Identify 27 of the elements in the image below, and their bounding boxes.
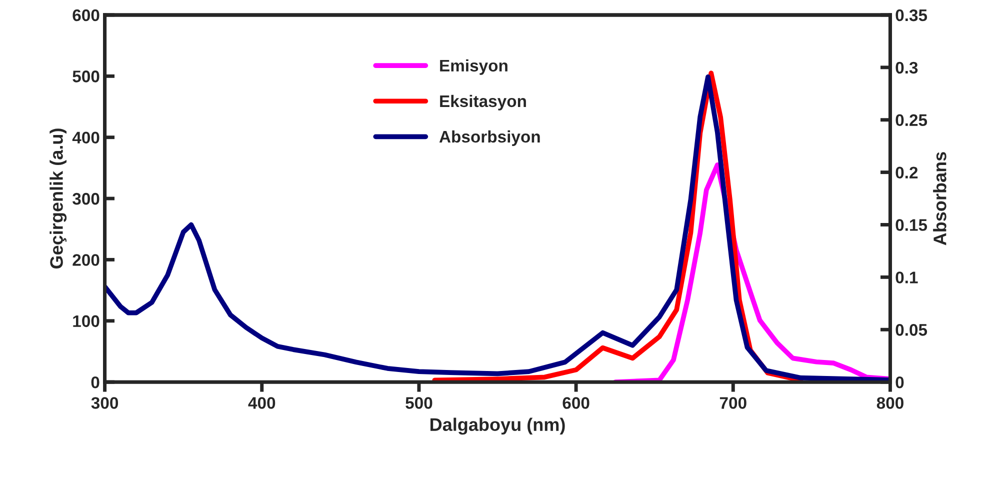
y2-tick-label: 0.35 [896,9,928,22]
y-tick-label: 0 [91,376,100,388]
y-tick-label: 600 [72,9,100,22]
x-axis-title: Dalgaboyu (nm) [430,418,565,435]
y-tick-label: 200 [72,254,100,266]
y-tick-label: 400 [72,132,100,144]
y2-tick-label: 0.2 [896,166,918,178]
y2-tick-label: 0.3 [896,62,918,74]
x-tick-label: 400 [248,397,276,409]
x-tick-label: 700 [720,397,746,409]
x-tick-label: 300 [91,397,118,409]
x-tick-label: 500 [406,397,432,409]
legend-label: Eksitasyon [440,94,526,110]
y2-tick-label: 0.1 [896,272,918,284]
y2-tick-label: 0 [896,376,904,388]
y-tick-label: 500 [72,70,100,82]
x-tick-label: 800 [876,397,904,409]
y2-axis-title: Absorbans [933,152,946,246]
y-axis-title: Geçirgenlik (a.u) [50,128,67,268]
y-tick-label: 300 [72,192,100,205]
y2-tick-label: 0.15 [896,219,928,231]
legend-label: Absorbsiyon [439,130,540,146]
legend-label: Emisyon [440,59,508,75]
y2-tick-label: 0.05 [896,324,928,336]
y-tick-label: 100 [73,315,100,328]
y2-tick-label: 0.25 [896,114,928,126]
x-tick-label: 600 [562,397,590,409]
